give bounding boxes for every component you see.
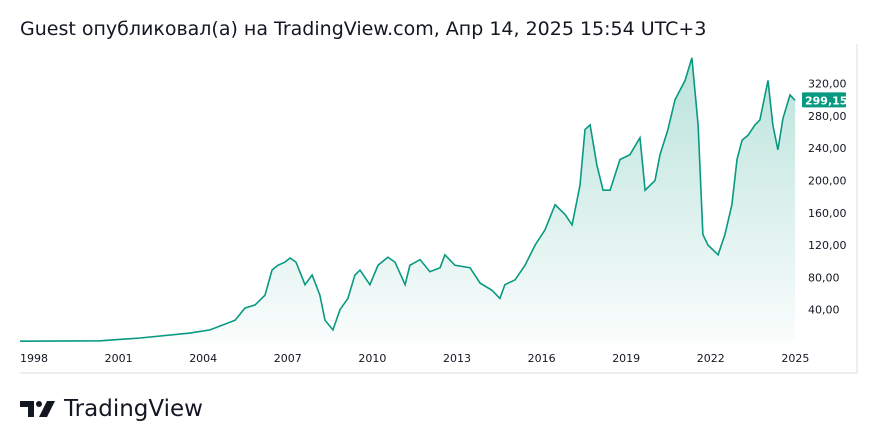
tradingview-logo[interactable]: TradingView (20, 396, 203, 422)
x-tick-label: 2013 (443, 352, 471, 365)
x-tick-label: 2019 (612, 352, 640, 365)
y-tick-label: 80,00 (808, 271, 840, 284)
x-tick-label: 2010 (358, 352, 386, 365)
chart-frame: 40,00 80,00 120,00 160,00 200,00 240,00 280,00… (20, 44, 858, 374)
y-tick-label: 240,00 (808, 142, 847, 155)
x-tick-label: 2001 (105, 352, 133, 365)
price-line (20, 57, 796, 342)
last-price-badge (802, 92, 846, 108)
y-tick-label: 280,00 (808, 110, 847, 123)
y-tick-label: 40,00 (808, 304, 840, 317)
x-tick-label: 1998 (20, 352, 48, 365)
y-tick-label: 200,00 (808, 175, 847, 188)
tradingview-logo-icon (20, 401, 55, 417)
last-price-label: 299,15 (805, 94, 847, 107)
y-tick-label: 320,00 (808, 78, 847, 91)
page-title: Guest опубликовал(а) на TradingView.com,… (20, 18, 707, 40)
brand-name: TradingView (64, 396, 203, 422)
x-tick-label: 2004 (189, 352, 217, 365)
x-tick-label: 2007 (274, 352, 302, 365)
price-chart[interactable]: 40,00 80,00 120,00 160,00 200,00 240,00 280,00… (20, 44, 858, 374)
x-tick-label: 2016 (528, 352, 556, 365)
y-tick-label: 120,00 (808, 239, 847, 252)
price-area (20, 57, 796, 342)
x-tick-label: 2022 (697, 352, 725, 365)
x-tick-label: 2025 (781, 352, 809, 365)
y-tick-label: 160,00 (808, 207, 847, 220)
